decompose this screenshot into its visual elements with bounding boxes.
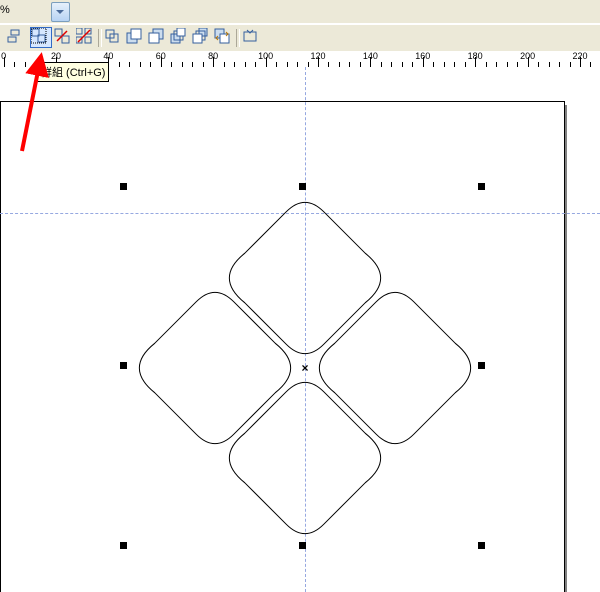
- zoom-suffix: %: [0, 4, 10, 16]
- to-front-icon[interactable]: [126, 28, 146, 48]
- ungroup-all-icon[interactable]: [76, 28, 96, 48]
- combine-icon[interactable]: [104, 28, 124, 48]
- ruler-label: 0: [1, 51, 6, 61]
- canvas[interactable]: ×: [0, 67, 600, 592]
- ruler-label: 20: [51, 51, 61, 61]
- ruler-label: 220: [572, 51, 587, 61]
- selection-handle[interactable]: [478, 362, 485, 369]
- forward-one-icon[interactable]: [170, 28, 190, 48]
- ungroup-icon[interactable]: [54, 28, 74, 48]
- align-left-icon[interactable]: [6, 28, 26, 48]
- ruler-label: 120: [310, 51, 325, 61]
- separator: [98, 29, 102, 47]
- separator: [236, 29, 240, 47]
- back-one-icon[interactable]: [192, 28, 212, 48]
- convert-icon[interactable]: [242, 28, 262, 48]
- workspace: 0 20 40 60 80 100 120 140 160 180 200 220 ×: [0, 51, 600, 592]
- group-icon[interactable]: [30, 27, 52, 48]
- selection-handle[interactable]: [120, 542, 127, 549]
- selection-handle[interactable]: [299, 183, 306, 190]
- selection-handle[interactable]: [120, 183, 127, 190]
- ruler-label: 200: [520, 51, 535, 61]
- selection-handle[interactable]: [478, 183, 485, 190]
- ruler-label: 100: [258, 51, 273, 61]
- petal-3[interactable]: [120, 273, 310, 463]
- zoom-combo[interactable]: %: [0, 2, 70, 22]
- selection-handle[interactable]: [478, 542, 485, 549]
- ruler-label: 80: [208, 51, 218, 61]
- ruler-label: 60: [156, 51, 166, 61]
- tooltip-group: 群組 (Ctrl+G): [37, 62, 109, 82]
- ruler-label: 180: [468, 51, 483, 61]
- ruler-label: 40: [103, 51, 113, 61]
- ruler-label: 140: [363, 51, 378, 61]
- ruler-label: 160: [415, 51, 430, 61]
- reverse-order-icon[interactable]: [214, 28, 234, 48]
- chevron-down-icon[interactable]: [51, 2, 70, 22]
- arrange-toolbar: [0, 24, 600, 52]
- selection-handle[interactable]: [299, 542, 306, 549]
- selection-handle[interactable]: [120, 362, 127, 369]
- to-back-icon[interactable]: [148, 28, 168, 48]
- top-strip: %: [0, 0, 600, 24]
- selection-center-icon: ×: [301, 361, 308, 375]
